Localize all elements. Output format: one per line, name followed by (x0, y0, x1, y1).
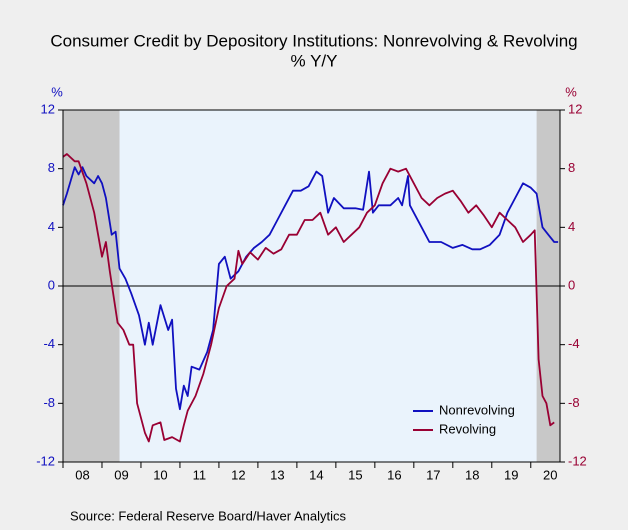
y-tick-label: -12 (36, 453, 55, 468)
y-tick-label: -4 (43, 336, 55, 351)
x-tick-label: 10 (153, 467, 167, 482)
source-note: Source: Federal Reserve Board/Haver Anal… (70, 508, 347, 523)
y2-tick-label: 0 (568, 277, 575, 292)
x-tick-label: 19 (504, 467, 518, 482)
series-line (62, 166, 559, 411)
x-tick-label: 16 (387, 467, 401, 482)
y2-tick-label: 4 (568, 219, 575, 234)
plot-border (62, 109, 561, 463)
y2-tick-label: -12 (568, 453, 587, 468)
y2-tick-label: 12 (568, 101, 582, 116)
legend-label: Revolving (439, 421, 496, 436)
y2-axis-label: % (565, 84, 577, 99)
x-tick-label: 11 (193, 467, 207, 482)
x-tick-label: 17 (426, 467, 440, 482)
chart-subtitle: % Y/Y (291, 51, 338, 70)
y2-tick-label: -8 (568, 395, 580, 410)
y2-tick-label: 8 (568, 160, 575, 175)
legend-label: Nonrevolving (439, 402, 515, 417)
x-tick-label: 14 (309, 467, 323, 482)
x-tick-label: 18 (465, 467, 479, 482)
y-tick-label: 0 (48, 277, 55, 292)
x-tick-label: 12 (231, 467, 245, 482)
x-tick-label: 09 (114, 467, 128, 482)
series-line (62, 153, 555, 443)
y-tick-label: -8 (43, 395, 55, 410)
x-tick-label: 08 (75, 467, 89, 482)
x-tick-label: 20 (543, 467, 557, 482)
y2-tick-label: -4 (568, 336, 580, 351)
y-tick-label: 12 (41, 101, 55, 116)
x-tick-label: 13 (270, 467, 284, 482)
y-axis-label: % (51, 84, 63, 99)
y-tick-label: 4 (48, 219, 55, 234)
chart-title: Consumer Credit by Depository Institutio… (50, 31, 577, 50)
x-tick-label: 15 (348, 467, 362, 482)
y-tick-label: 8 (48, 160, 55, 175)
